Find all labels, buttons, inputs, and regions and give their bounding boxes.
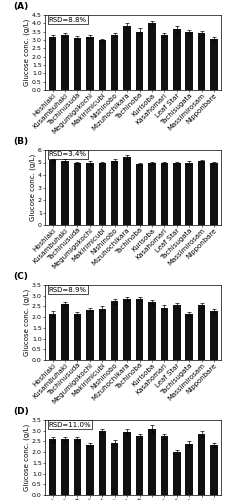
Bar (61, 304, 68, 360)
Bar (110, 35, 118, 90)
Bar (135, 299, 143, 360)
Bar (73, 440, 81, 495)
Bar (197, 306, 205, 360)
Bar (185, 314, 192, 360)
Text: (D): (D) (14, 408, 29, 416)
Bar (172, 162, 180, 225)
Text: (C): (C) (14, 272, 28, 281)
Text: (B): (B) (14, 137, 29, 146)
Bar (123, 26, 130, 90)
Bar (110, 160, 118, 225)
Bar (86, 310, 93, 360)
Bar (197, 161, 205, 225)
Bar (160, 436, 167, 495)
Bar (209, 444, 217, 495)
Bar (61, 160, 68, 225)
Bar (209, 39, 217, 90)
Bar (148, 302, 155, 360)
Bar (148, 163, 155, 225)
Bar (123, 299, 130, 360)
Bar (49, 36, 56, 90)
Bar (172, 29, 180, 90)
Bar (61, 35, 68, 90)
Y-axis label: Glucose conc. (g/L): Glucose conc. (g/L) (24, 424, 30, 491)
Bar (98, 163, 106, 225)
Bar (49, 314, 56, 360)
Bar (86, 36, 93, 90)
Bar (49, 440, 56, 495)
Bar (135, 32, 143, 90)
Text: RSD=3.4%: RSD=3.4% (49, 152, 86, 158)
Text: (A): (A) (14, 2, 29, 11)
Text: RSD=8.8%: RSD=8.8% (49, 16, 86, 22)
Bar (185, 32, 192, 90)
Bar (148, 428, 155, 495)
Bar (123, 432, 130, 495)
Text: RSD=11.0%: RSD=11.0% (49, 422, 91, 428)
Bar (98, 40, 106, 90)
Bar (135, 436, 143, 495)
Bar (185, 444, 192, 495)
Bar (172, 306, 180, 360)
Bar (73, 163, 81, 225)
Bar (123, 157, 130, 225)
Bar (73, 314, 81, 360)
Bar (172, 452, 180, 495)
Y-axis label: Glucose conc. (g/L): Glucose conc. (g/L) (24, 289, 30, 356)
Bar (197, 434, 205, 495)
Bar (98, 308, 106, 360)
Bar (160, 162, 167, 225)
Y-axis label: Glucose conc. (g/L): Glucose conc. (g/L) (24, 19, 30, 86)
Y-axis label: Glucose conc. (g/L): Glucose conc. (g/L) (30, 154, 36, 221)
Bar (86, 444, 93, 495)
Bar (86, 162, 93, 225)
Bar (209, 162, 217, 225)
Text: RSD=8.9%: RSD=8.9% (49, 286, 86, 292)
Bar (197, 32, 205, 90)
Bar (98, 430, 106, 495)
Bar (209, 310, 217, 360)
Bar (110, 442, 118, 495)
Bar (61, 440, 68, 495)
Bar (160, 308, 167, 360)
Bar (73, 38, 81, 90)
Bar (135, 164, 143, 225)
Bar (148, 24, 155, 90)
Bar (160, 35, 167, 90)
Bar (110, 301, 118, 360)
Bar (49, 160, 56, 225)
Bar (185, 162, 192, 225)
